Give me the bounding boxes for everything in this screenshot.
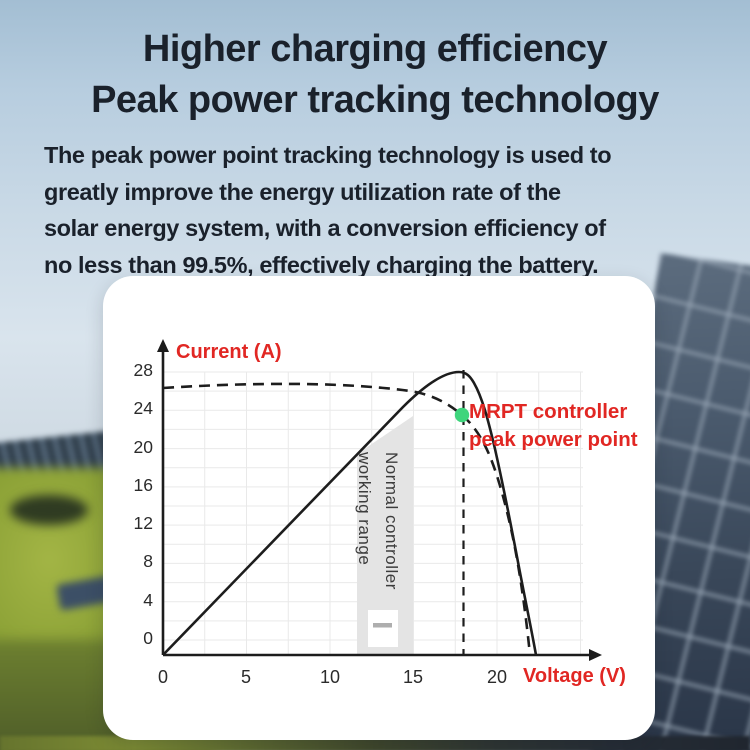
iv-curve-chart [157,339,602,661]
working-range-label-line1: Normal controller [382,452,401,590]
working-range-label-line2: working range [355,452,374,566]
header: Higher charging efficiency Peak power tr… [0,24,750,126]
y-tick-20: 20 [133,437,153,457]
y-axis-arrow-icon [157,339,169,352]
x-tick-0: 0 [157,667,168,687]
y-tick-12: 12 [133,513,153,533]
description-line: greatly improve the energy utilization r… [44,178,561,205]
x-tick-20: 20 [486,667,508,687]
y-tick-0: 0 [143,628,153,648]
description-paragraph: The peak power point tracking technology… [44,137,612,283]
band-white-patch [368,610,398,647]
y-axis-title: Current (A) [176,341,282,363]
y-tick-8: 8 [143,551,153,571]
x-tick-5: 5 [240,667,251,687]
bush-photo [10,495,88,525]
peak-point-annotation: MRPT controller peak power point [469,398,638,453]
y-tick-24: 24 [133,398,153,418]
peak-power-point-marker [454,407,470,423]
chart-card: Current (A) Voltage (V) 28 24 20 16 12 8… [103,276,655,740]
working-range-band [357,416,413,655]
solid-iv-curve [162,370,538,656]
description-line: solar energy system, with a conversion e… [44,215,606,242]
page-title-line2: Peak power tracking technology [91,79,659,121]
x-axis-arrow-icon [589,649,602,661]
peak-point-annotation-line1: MRPT controller [469,400,628,423]
x-tick-10: 10 [319,667,341,687]
description-line: The peak power point tracking technology… [44,142,612,168]
page-title-line1: Higher charging efficiency [142,28,608,70]
watermark-mark [373,623,392,628]
x-tick-15: 15 [402,667,424,687]
working-range-label: Normal controller working range [343,452,405,622]
peak-point-annotation-line2: peak power point [469,427,638,451]
x-axis-title: Voltage (V) [523,665,626,687]
description-line: no less than 99.5%, effectively charging… [44,251,599,278]
y-tick-4: 4 [143,590,153,610]
y-tick-16: 16 [133,475,153,495]
y-tick-28: 28 [133,360,153,380]
